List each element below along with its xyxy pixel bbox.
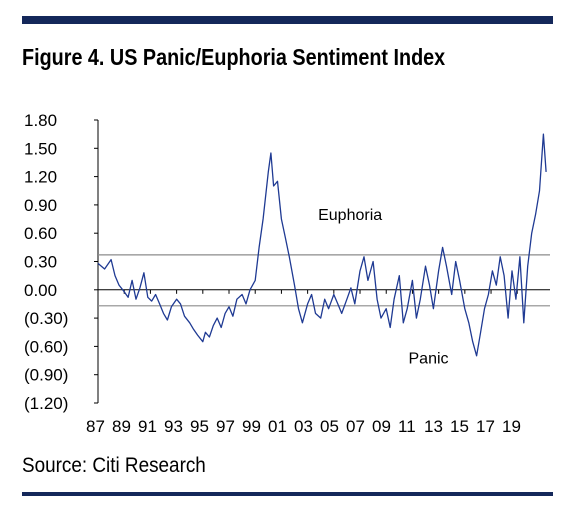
threshold-lines	[98, 254, 550, 307]
y-tick-group: 1.80 1.50 1.20 0.90 0.60 0.30 0.00 (0.30) (0.60)…	[24, 111, 98, 413]
bottom-rule	[22, 492, 553, 496]
annotation-label: Panic	[409, 350, 449, 367]
y-tick-label: 1.20	[24, 168, 57, 187]
x-tick-label: 05	[320, 417, 339, 436]
x-tick-label: 99	[242, 417, 261, 436]
x-tick-label: 01	[268, 417, 287, 436]
y-tick-label: (0.90)	[24, 366, 68, 385]
x-tick-label: 19	[502, 417, 521, 436]
x-tick-label: 03	[294, 417, 313, 436]
x-tick-group: 87 89 91 93 95 97 99 01 03 05 07 09 11 13 15 17 19	[86, 289, 521, 436]
x-tick-label: 17	[476, 417, 495, 436]
x-tick-label: 91	[138, 417, 157, 436]
sentiment-index-line	[97, 133, 547, 357]
y-tick-label: 0.00	[24, 281, 57, 300]
annotation-group: Euphoria Panic	[318, 207, 448, 367]
y-tick-label: 1.50	[24, 139, 57, 158]
y-tick-label: 0.60	[24, 224, 57, 243]
y-tick-label: (1.20)	[24, 394, 68, 413]
x-tick-label: 89	[112, 417, 131, 436]
y-tick-label: (0.60)	[24, 337, 68, 356]
x-tick-label: 95	[190, 417, 209, 436]
source-note: Source: Citi Research	[22, 454, 206, 477]
x-tick-label: 11	[398, 417, 416, 436]
y-tick-label: 1.80	[24, 111, 57, 130]
y-tick-label: 0.90	[24, 196, 57, 215]
x-tick-label: 15	[450, 417, 469, 436]
annotation-label: Euphoria	[318, 207, 382, 224]
y-tick-label: 0.30	[24, 253, 57, 272]
x-tick-label: 93	[164, 417, 183, 436]
x-tick-label: 87	[86, 417, 105, 436]
y-tick-label: (0.30)	[24, 309, 68, 328]
chart-title: Figure 4. US Panic/Euphoria Sentiment In…	[22, 44, 446, 70]
x-tick-label: 13	[424, 417, 443, 436]
x-tick-label: 07	[346, 417, 365, 436]
x-tick-label: 97	[216, 417, 235, 436]
top-rule	[22, 16, 553, 24]
x-tick-label: 09	[372, 417, 391, 436]
